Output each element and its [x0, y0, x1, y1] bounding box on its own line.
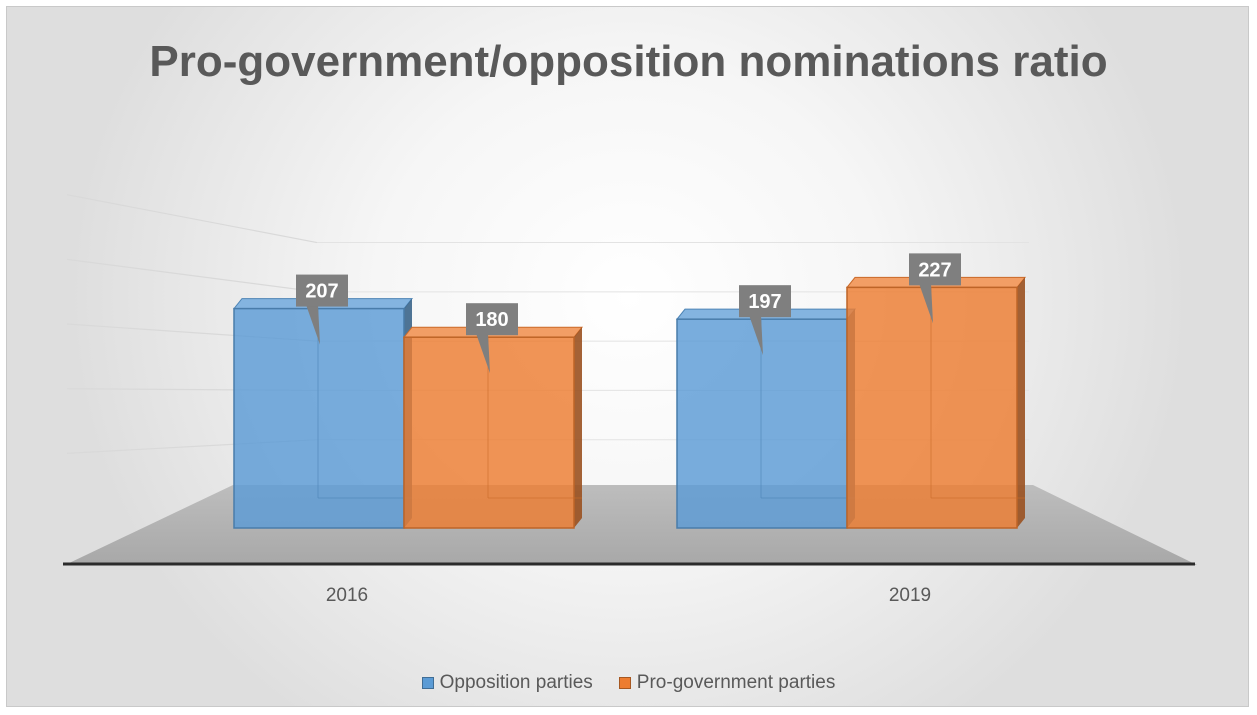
data-label: 180	[466, 303, 518, 374]
chart-area: Pro-government/opposition nominations ra…	[6, 6, 1249, 707]
x-tick-label: 2019	[889, 585, 931, 606]
svg-text:180: 180	[475, 309, 508, 331]
bar-opposition-parties-2016	[232, 298, 414, 529]
legend-entry: Pro-government parties	[618, 672, 836, 694]
data-label: 227	[909, 253, 961, 324]
svg-text:197: 197	[748, 291, 781, 313]
bar-pro-government-parties-2016	[402, 326, 584, 529]
legend-swatch	[421, 677, 434, 689]
gridline	[66, 194, 318, 244]
legend-label: Pro-government parties	[636, 672, 836, 693]
bar-pro-government-parties-2019	[845, 276, 1027, 529]
bar-opposition-parties-2019	[675, 308, 857, 529]
legend-entry: Opposition parties	[421, 672, 593, 694]
legend-swatch	[618, 677, 631, 689]
legend: Opposition parties Pro-government parties	[7, 672, 1250, 694]
chart-title: Pro-government/opposition nominations ra…	[149, 37, 1108, 86]
chart-plot: 207 180 197 227 2016 2019	[63, 194, 1197, 606]
x-tick-label: 2016	[326, 585, 368, 606]
svg-text:207: 207	[305, 281, 338, 303]
svg-text:227: 227	[918, 259, 951, 281]
data-label: 207	[296, 274, 348, 345]
data-label: 197	[739, 285, 791, 356]
legend-label: Opposition parties	[439, 672, 593, 693]
gridline	[66, 258, 318, 293]
